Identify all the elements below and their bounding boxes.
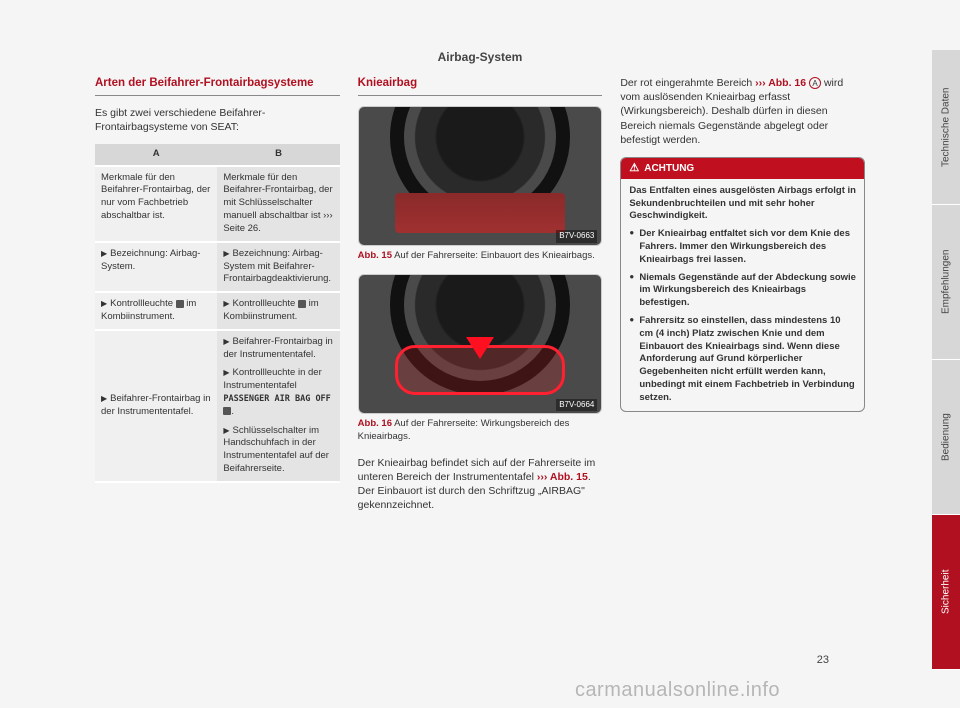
page-header: Airbag-System <box>95 50 865 64</box>
tab-safety[interactable]: Sicherheit <box>932 515 960 670</box>
tab-tech-data[interactable]: Technische Daten <box>932 50 960 205</box>
bullet-icon <box>101 248 110 259</box>
column-1: Arten der Beifahrer-Frontairbagsysteme E… <box>95 76 340 513</box>
warning-intro: Das Entfalten eines ausgelösten Airbags … <box>629 185 856 223</box>
fig-ref: ››› Abb. 15 <box>537 471 588 483</box>
warning-box: ACHTUNG Das Entfalten eines ausgelösten … <box>620 157 865 412</box>
warning-body: Das Entfalten eines ausgelösten Airbags … <box>621 179 864 411</box>
bullet-icon <box>101 298 110 309</box>
table-cell: Merkmale für den Beifahrer-Frontairbag, … <box>95 166 217 242</box>
side-tabs: Technische Daten Empfehlungen Bedienung … <box>932 50 960 670</box>
warning-item: Fahrersitz so einstellen, dass mindesten… <box>629 315 856 405</box>
feature-table: A B Merkmale für den Beifahrer-Frontairb… <box>95 144 340 483</box>
table-cell: Bezeichnung: Airbag-System. <box>95 242 217 292</box>
figure-15-caption: Abb. 15 Auf der Fahrerseite: Einbauort d… <box>358 250 603 263</box>
warning-light-icon <box>176 300 184 308</box>
tab-recommendations[interactable]: Empfehlungen <box>932 205 960 360</box>
zone-arrow-icon <box>466 337 494 359</box>
warning-item: Der Knieairbag entfaltet sich vor dem Kn… <box>629 228 856 266</box>
warning-light-icon <box>298 300 306 308</box>
table-cell: Bezeichnung: Airbag-System mit Beifahrer… <box>217 242 339 292</box>
watermark: carmanualsonline.info <box>575 679 780 702</box>
warning-heading: ACHTUNG <box>621 158 864 179</box>
section-title-knee: Knieairbag <box>358 76 603 96</box>
table-cell: Kontrollleuchte im Kombiinstrument. <box>95 292 217 330</box>
manual-page: Airbag-System Arten der Beifahrer-Fronta… <box>95 50 865 670</box>
column-3: Der rot eingerahmte Bereich ››› Abb. 16 … <box>620 76 865 513</box>
table-cell: Kontrollleuchte im Kombiinstrument. <box>217 292 339 330</box>
figure-16-caption: Abb. 16 Auf der Fahrerseite: Wirkungsber… <box>358 418 603 444</box>
zone-description: Der rot eingerahmte Bereich ››› Abb. 16 … <box>620 76 865 147</box>
knee-airbag-body: Der Knieairbag befindet sich auf der Fah… <box>358 456 603 513</box>
table-head-b: B <box>217 144 339 166</box>
section-title-types: Arten der Beifahrer-Frontairbagsysteme <box>95 76 340 96</box>
callout-a-icon: A <box>809 77 821 89</box>
tab-operation[interactable]: Bedienung <box>932 360 960 515</box>
figure-id-tag: B7V-0664 <box>556 399 597 412</box>
table-head-a: A <box>95 144 217 166</box>
intro-text: Es gibt zwei verschiedene Beifahrer-Fron… <box>95 106 340 134</box>
table-cell: Beifahrer-Frontairbag in der Instrumente… <box>217 330 339 482</box>
page-number: 23 <box>817 654 829 666</box>
passenger-airbag-off-label: PASSENGER AIR BAG OFF <box>223 394 330 404</box>
figure-16: B7V-0664 <box>358 274 603 414</box>
figure-id-tag: B7V-0663 <box>556 230 597 243</box>
column-2: Knieairbag B7V-0663 Abb. 15 Auf der Fahr… <box>358 76 603 513</box>
bullet-icon <box>101 393 110 404</box>
table-cell: Merkmale für den Beifahrer-Frontairbag, … <box>217 166 339 242</box>
figure-15: B7V-0663 <box>358 106 603 246</box>
table-cell: Beifahrer-Frontairbag in der Instrumente… <box>95 330 217 482</box>
warning-item: Niemals Gegenstände auf der Abdeckung so… <box>629 272 856 310</box>
fig-ref: ››› Abb. 16 <box>755 77 809 89</box>
content-columns: Arten der Beifahrer-Frontairbagsysteme E… <box>95 76 865 513</box>
knee-airbag-location-graphic <box>395 193 565 233</box>
